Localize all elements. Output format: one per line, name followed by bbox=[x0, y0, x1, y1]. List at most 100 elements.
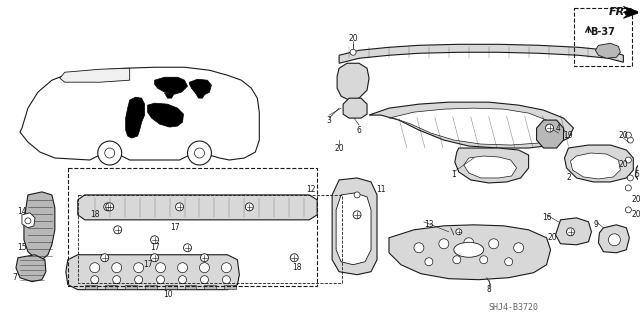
FancyBboxPatch shape bbox=[164, 285, 177, 289]
Circle shape bbox=[200, 263, 209, 273]
Circle shape bbox=[184, 244, 191, 252]
Polygon shape bbox=[78, 195, 317, 220]
Circle shape bbox=[480, 256, 488, 264]
Polygon shape bbox=[389, 108, 557, 145]
FancyBboxPatch shape bbox=[105, 285, 116, 289]
Text: 16: 16 bbox=[541, 213, 552, 222]
Text: 10: 10 bbox=[163, 290, 172, 299]
Circle shape bbox=[464, 238, 474, 248]
Circle shape bbox=[175, 203, 184, 211]
Circle shape bbox=[105, 148, 115, 158]
Polygon shape bbox=[22, 213, 35, 228]
Circle shape bbox=[439, 239, 449, 249]
Text: FR.: FR. bbox=[609, 7, 629, 17]
Polygon shape bbox=[343, 98, 367, 118]
Circle shape bbox=[625, 185, 631, 191]
Polygon shape bbox=[623, 6, 640, 19]
Circle shape bbox=[114, 226, 122, 234]
Circle shape bbox=[609, 234, 620, 246]
Polygon shape bbox=[16, 255, 46, 282]
Ellipse shape bbox=[454, 242, 484, 257]
Circle shape bbox=[354, 192, 360, 198]
Circle shape bbox=[113, 276, 121, 284]
Polygon shape bbox=[195, 93, 205, 98]
Text: 7: 7 bbox=[13, 273, 17, 282]
Circle shape bbox=[104, 203, 112, 211]
Text: 20: 20 bbox=[618, 160, 628, 169]
Text: SHJ4-B3720: SHJ4-B3720 bbox=[489, 303, 539, 312]
Polygon shape bbox=[155, 77, 188, 94]
Circle shape bbox=[514, 243, 524, 253]
Polygon shape bbox=[24, 192, 55, 260]
Circle shape bbox=[98, 141, 122, 165]
Text: 4: 4 bbox=[556, 123, 561, 133]
Polygon shape bbox=[337, 63, 369, 100]
Polygon shape bbox=[339, 44, 623, 63]
Circle shape bbox=[200, 254, 209, 262]
Circle shape bbox=[566, 228, 575, 236]
Text: 17: 17 bbox=[150, 243, 159, 252]
Polygon shape bbox=[564, 145, 634, 182]
Circle shape bbox=[134, 276, 143, 284]
Circle shape bbox=[106, 203, 114, 211]
Polygon shape bbox=[332, 178, 377, 275]
Text: 20: 20 bbox=[632, 210, 640, 219]
Text: 15: 15 bbox=[17, 243, 27, 252]
Circle shape bbox=[91, 276, 99, 284]
Circle shape bbox=[179, 276, 186, 284]
Circle shape bbox=[188, 141, 211, 165]
Polygon shape bbox=[369, 102, 573, 148]
Text: 8: 8 bbox=[486, 285, 491, 294]
Polygon shape bbox=[389, 225, 550, 280]
Circle shape bbox=[545, 124, 554, 132]
Text: 20: 20 bbox=[348, 34, 358, 43]
Text: 1: 1 bbox=[451, 170, 456, 180]
Circle shape bbox=[453, 256, 461, 264]
FancyBboxPatch shape bbox=[84, 285, 97, 289]
Circle shape bbox=[456, 229, 462, 235]
Polygon shape bbox=[20, 67, 259, 160]
Text: 17: 17 bbox=[170, 223, 179, 232]
Text: 18: 18 bbox=[292, 263, 302, 272]
Circle shape bbox=[134, 263, 143, 273]
Circle shape bbox=[245, 203, 253, 211]
FancyBboxPatch shape bbox=[204, 285, 216, 289]
FancyBboxPatch shape bbox=[125, 285, 137, 289]
Text: 12: 12 bbox=[307, 185, 316, 194]
Circle shape bbox=[112, 263, 122, 273]
Circle shape bbox=[505, 258, 513, 266]
Polygon shape bbox=[556, 218, 591, 245]
Text: 3: 3 bbox=[326, 115, 332, 125]
Text: 5: 5 bbox=[634, 170, 639, 180]
Polygon shape bbox=[536, 120, 564, 148]
Circle shape bbox=[414, 243, 424, 253]
Circle shape bbox=[156, 263, 166, 273]
Polygon shape bbox=[336, 193, 371, 265]
Text: 20: 20 bbox=[334, 144, 344, 152]
Polygon shape bbox=[125, 97, 145, 138]
Polygon shape bbox=[595, 43, 620, 58]
Text: 20: 20 bbox=[618, 130, 628, 140]
Circle shape bbox=[625, 132, 631, 138]
Circle shape bbox=[353, 211, 361, 219]
Polygon shape bbox=[570, 153, 620, 179]
Polygon shape bbox=[189, 79, 211, 95]
Text: 20: 20 bbox=[632, 196, 640, 204]
Circle shape bbox=[290, 254, 298, 262]
Polygon shape bbox=[464, 156, 516, 178]
Text: 13: 13 bbox=[424, 220, 434, 229]
Circle shape bbox=[195, 148, 204, 158]
Circle shape bbox=[150, 236, 159, 244]
Text: 17: 17 bbox=[143, 260, 152, 269]
Circle shape bbox=[25, 218, 31, 224]
Circle shape bbox=[489, 239, 499, 249]
Circle shape bbox=[200, 276, 209, 284]
Circle shape bbox=[150, 254, 159, 262]
Circle shape bbox=[625, 157, 631, 163]
Circle shape bbox=[100, 254, 109, 262]
Polygon shape bbox=[598, 225, 629, 253]
FancyBboxPatch shape bbox=[225, 285, 236, 289]
Circle shape bbox=[625, 207, 631, 213]
Polygon shape bbox=[148, 103, 184, 127]
Circle shape bbox=[350, 49, 356, 55]
